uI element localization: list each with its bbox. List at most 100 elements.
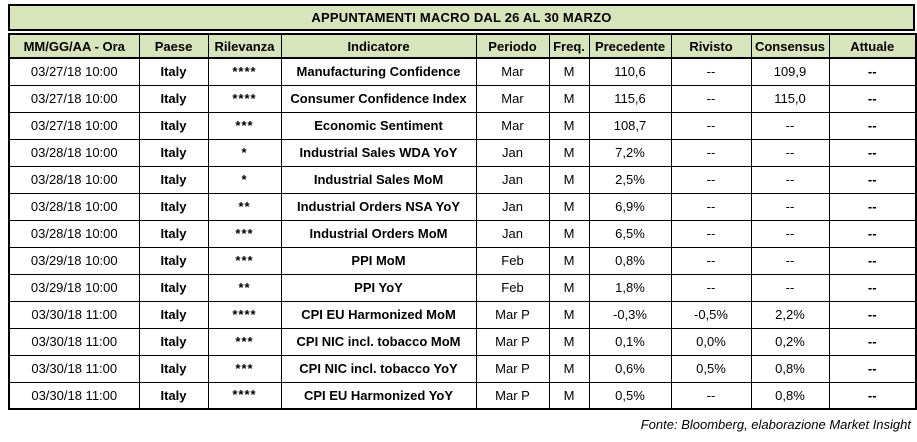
table-row: 03/29/18 10:00 Italy *** PPI MoM Feb M 0…	[8, 246, 917, 275]
cell-indicator: CPI NIC incl. tobacco YoY	[280, 354, 477, 383]
cell-date: 03/30/18 11:00	[8, 327, 140, 356]
cell-indicator: CPI NIC incl. tobacco MoM	[280, 327, 477, 356]
cell-indicator: Manufacturing Confidence	[280, 57, 477, 86]
cell-consensus: --	[750, 273, 830, 302]
cell-revised: --	[670, 57, 752, 86]
cell-previous: 0,5%	[588, 381, 672, 410]
source-note: Fonte: Bloomberg, elaborazione Market In…	[640, 417, 911, 432]
cell-previous: 7,2%	[588, 138, 672, 167]
cell-relevance-stars: ***	[207, 354, 282, 383]
column-header-relevance: Rilevanza	[207, 33, 282, 59]
cell-date: 03/28/18 10:00	[8, 192, 140, 221]
cell-period: Mar P	[475, 327, 550, 356]
cell-date: 03/30/18 11:00	[8, 300, 140, 329]
cell-date: 03/28/18 10:00	[8, 138, 140, 167]
table-row: 03/27/18 10:00 Italy *** Economic Sentim…	[8, 111, 917, 140]
cell-revised: --	[670, 84, 752, 113]
cell-previous: 0,6%	[588, 354, 672, 383]
cell-revised: 0,5%	[670, 354, 752, 383]
cell-frequency: M	[548, 327, 590, 356]
cell-consensus: --	[750, 219, 830, 248]
cell-previous: 6,9%	[588, 192, 672, 221]
cell-indicator: Consumer Confidence Index	[280, 84, 477, 113]
cell-consensus: --	[750, 192, 830, 221]
cell-country: Italy	[138, 84, 209, 113]
cell-indicator: Industrial Orders MoM	[280, 219, 477, 248]
cell-country: Italy	[138, 192, 209, 221]
cell-previous: -0,3%	[588, 300, 672, 329]
cell-previous: 0,8%	[588, 246, 672, 275]
cell-actual: --	[828, 300, 917, 329]
cell-indicator: Economic Sentiment	[280, 111, 477, 140]
cell-frequency: M	[548, 300, 590, 329]
cell-period: Jan	[475, 165, 550, 194]
cell-date: 03/27/18 10:00	[8, 111, 140, 140]
column-header-consensus: Consensus	[750, 33, 830, 59]
macro-calendar-table: MM/GG/AA - Ora Paese Rilevanza Indicator…	[8, 33, 917, 410]
table-row: 03/28/18 10:00 Italy ** Industrial Order…	[8, 192, 917, 221]
column-header-period: Periodo	[475, 33, 550, 59]
cell-relevance-stars: ****	[207, 381, 282, 410]
cell-frequency: M	[548, 165, 590, 194]
cell-period: Jan	[475, 192, 550, 221]
cell-country: Italy	[138, 327, 209, 356]
table-row: 03/28/18 10:00 Italy * Industrial Sales …	[8, 165, 917, 194]
cell-consensus: 115,0	[750, 84, 830, 113]
cell-revised: --	[670, 381, 752, 410]
table-row: 03/30/18 11:00 Italy **** CPI EU Harmoni…	[8, 300, 917, 329]
column-header-previous: Precedente	[588, 33, 672, 59]
cell-period: Mar P	[475, 381, 550, 410]
table-row: 03/30/18 11:00 Italy *** CPI NIC incl. t…	[8, 354, 917, 383]
cell-country: Italy	[138, 111, 209, 140]
cell-relevance-stars: ****	[207, 300, 282, 329]
cell-revised: -0,5%	[670, 300, 752, 329]
cell-date: 03/27/18 10:00	[8, 84, 140, 113]
cell-consensus: 0,8%	[750, 381, 830, 410]
cell-relevance-stars: ***	[207, 219, 282, 248]
column-header-country: Paese	[138, 33, 209, 59]
cell-frequency: M	[548, 192, 590, 221]
column-header-actual: Attuale	[828, 33, 917, 59]
cell-actual: --	[828, 84, 917, 113]
cell-actual: --	[828, 192, 917, 221]
cell-frequency: M	[548, 354, 590, 383]
cell-country: Italy	[138, 219, 209, 248]
cell-period: Feb	[475, 273, 550, 302]
column-header-frequency: Freq.	[548, 33, 590, 59]
cell-revised: --	[670, 111, 752, 140]
cell-consensus: --	[750, 246, 830, 275]
cell-indicator: Industrial Sales WDA YoY	[280, 138, 477, 167]
cell-relevance-stars: ****	[207, 84, 282, 113]
cell-revised: --	[670, 165, 752, 194]
page-title: APPUNTAMENTI MACRO DAL 26 AL 30 MARZO	[8, 4, 915, 31]
cell-relevance-stars: **	[207, 192, 282, 221]
cell-previous: 1,8%	[588, 273, 672, 302]
cell-actual: --	[828, 111, 917, 140]
table-row: 03/27/18 10:00 Italy **** Manufacturing …	[8, 57, 917, 86]
cell-date: 03/30/18 11:00	[8, 354, 140, 383]
cell-period: Jan	[475, 138, 550, 167]
cell-country: Italy	[138, 354, 209, 383]
cell-indicator: Industrial Orders NSA YoY	[280, 192, 477, 221]
cell-previous: 6,5%	[588, 219, 672, 248]
cell-relevance-stars: ***	[207, 327, 282, 356]
cell-frequency: M	[548, 111, 590, 140]
cell-revised: --	[670, 273, 752, 302]
table-row: 03/28/18 10:00 Italy * Industrial Sales …	[8, 138, 917, 167]
cell-period: Mar P	[475, 300, 550, 329]
cell-previous: 108,7	[588, 111, 672, 140]
table-header-row: MM/GG/AA - Ora Paese Rilevanza Indicator…	[8, 33, 917, 59]
cell-frequency: M	[548, 57, 590, 86]
cell-relevance-stars: ***	[207, 246, 282, 275]
column-header-revised: Rivisto	[670, 33, 752, 59]
cell-previous: 0,1%	[588, 327, 672, 356]
cell-period: Mar P	[475, 354, 550, 383]
cell-actual: --	[828, 327, 917, 356]
cell-relevance-stars: **	[207, 273, 282, 302]
cell-previous: 2,5%	[588, 165, 672, 194]
cell-indicator: PPI YoY	[280, 273, 477, 302]
table-body: 03/27/18 10:00 Italy **** Manufacturing …	[8, 57, 917, 410]
cell-period: Jan	[475, 219, 550, 248]
column-header-indicator: Indicatore	[280, 33, 477, 59]
cell-actual: --	[828, 138, 917, 167]
